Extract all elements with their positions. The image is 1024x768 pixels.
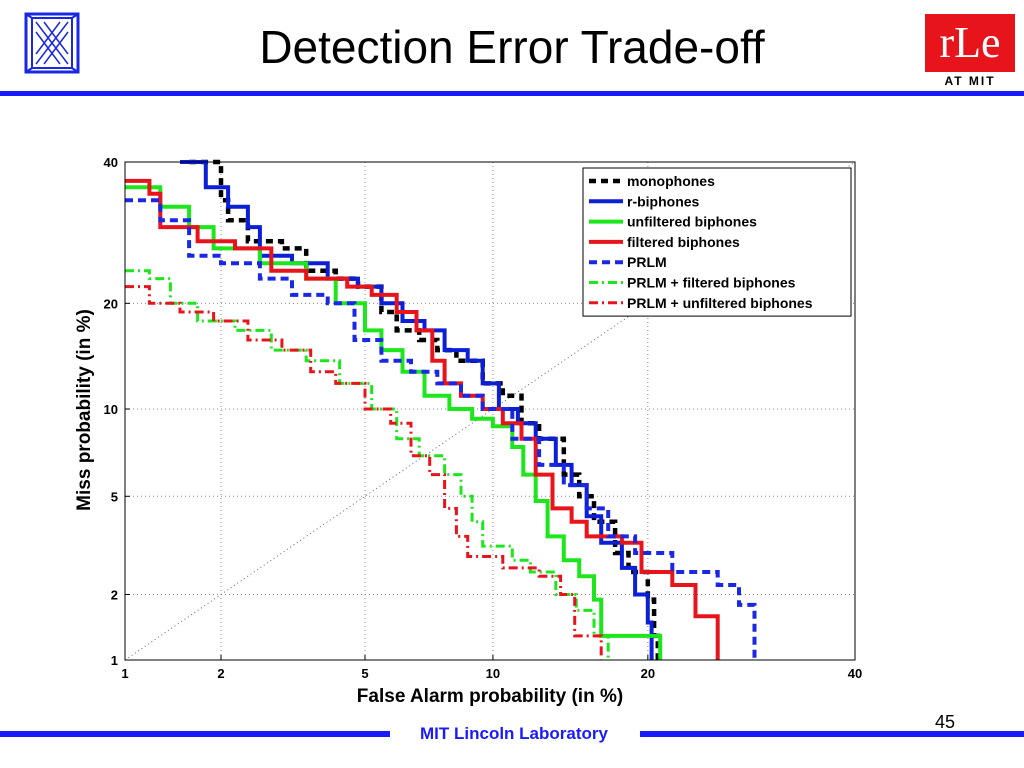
footer-text: MIT Lincoln Laboratory (420, 724, 608, 743)
x-axis-label: False Alarm probability (in %) (357, 686, 623, 707)
slide-title: Detection Error Trade-off (259, 21, 765, 73)
rle-logo: rLe AT MIT (925, 14, 1015, 90)
x-tick-label: 40 (848, 666, 862, 681)
y-tick-label: 40 (104, 155, 118, 170)
series-line-2 (180, 160, 654, 660)
legend-label: filtered biphones (627, 234, 740, 250)
chart-series (125, 159, 757, 660)
footer-rule-right (640, 731, 1024, 737)
mit-ll-logo (20, 8, 84, 78)
chart-frame (124, 161, 856, 661)
chart-legend: monophones r-biphones unfiltered biphones f… (582, 167, 852, 317)
legend-label: PRLM + filtered biphones (627, 275, 796, 291)
series-line-1 (189, 159, 661, 660)
x-tick-label: 2 (217, 666, 224, 681)
y-tick-label: 1 (111, 653, 118, 668)
legend-label: PRLM + unfiltered biphones (627, 295, 813, 311)
legend-label: unfiltered biphones (627, 214, 757, 230)
y-tick-label: 5 (111, 489, 118, 504)
x-tick-label: 1 (121, 666, 128, 681)
series-line-3 (125, 185, 663, 660)
y-tick-label: 10 (104, 402, 118, 417)
legend-label: r-biphones (627, 193, 700, 209)
y-axis-label: Miss probability (in %) (74, 309, 95, 511)
plot-frame (124, 161, 856, 661)
rle-logo-subtext: AT MIT (944, 74, 996, 88)
series-line-5 (125, 198, 757, 660)
x-tick-label: 5 (361, 666, 368, 681)
y-tick-label: 2 (111, 588, 118, 603)
x-tick-label: 20 (641, 666, 655, 681)
series-line-4 (125, 178, 720, 660)
y-tick-label: 20 (104, 296, 118, 311)
page-number: 45 (935, 712, 956, 732)
legend-box (582, 167, 852, 317)
footer-rule-left (0, 731, 390, 737)
header-rule (0, 91, 1024, 96)
rle-logo-text: rLe (939, 18, 1001, 67)
legend-label: monophones (627, 173, 715, 189)
series-line-7 (125, 285, 603, 660)
legend-label: PRLM (627, 254, 667, 270)
x-tick-label: 10 (486, 666, 500, 681)
chart-ticks: 1 2 5 10 20 40 1 2 5 10 20 40 (104, 155, 863, 681)
